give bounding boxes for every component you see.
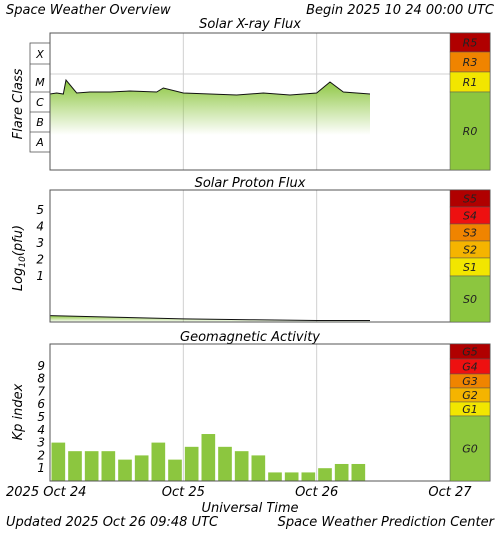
kp-scale-g0-box xyxy=(449,415,491,482)
flare-class-c: C xyxy=(36,96,44,109)
proton-scale-s5-label: S5 xyxy=(463,193,477,206)
kp-bar-8 xyxy=(184,446,199,481)
kp-ytick-2: 2 xyxy=(37,448,45,462)
xray-scale-r0-box xyxy=(449,91,491,171)
updated-timestamp: Updated 2025 Oct 26 09:48 UTC xyxy=(6,516,218,529)
kp-ytick-1: 1 xyxy=(37,461,45,475)
proton-flux-line xyxy=(49,315,370,322)
kp-bar-12 xyxy=(251,455,266,481)
proton-frame xyxy=(49,189,491,323)
begin-value: 2025 10 24 00:00 UTC xyxy=(347,3,494,18)
xray-title: Solar X-ray Flux xyxy=(199,17,301,32)
begin-timestamp: Begin 2025 10 24 00:00 UTC xyxy=(306,4,494,17)
xray-ylabel: Flare Class xyxy=(11,68,26,139)
page-title: Space Weather Overview xyxy=(6,3,171,18)
kp-bar-3 xyxy=(101,451,116,481)
xray-scale-r0-label: R0 xyxy=(463,125,478,138)
kp-title: Geomagnetic Activity xyxy=(180,330,320,345)
kp-scale-g1-label: G1 xyxy=(462,403,478,416)
proton-scale-s1-label: S1 xyxy=(463,261,477,274)
kp-ytick-5: 5 xyxy=(37,410,45,424)
proton-scale-s3-label: S3 xyxy=(463,227,477,240)
proton-ylabel-base: Log xyxy=(11,268,26,291)
kp-bar-10 xyxy=(218,446,232,481)
kp-ylabel: Kp index xyxy=(11,383,26,440)
proton-title: Solar Proton Flux xyxy=(195,176,306,191)
proton-scale-s0-label: S0 xyxy=(463,293,477,306)
kp-ytick-6: 6 xyxy=(37,397,45,411)
proton-ylabel-sub: 10 xyxy=(18,256,28,268)
swpc-credit: Space Weather Prediction Center xyxy=(277,515,494,530)
kp-ytick-9: 9 xyxy=(37,359,45,373)
proton-ytick-2: 2 xyxy=(36,253,44,267)
kp-bar-4 xyxy=(118,459,132,481)
x-tick-label-0: 2025 Oct 24 xyxy=(6,485,86,500)
proton-ytick-4: 4 xyxy=(36,220,44,234)
x-tick-label-1: Oct 25 xyxy=(162,485,205,500)
kp-bar-9 xyxy=(201,434,216,481)
kp-bar-2 xyxy=(84,451,99,481)
updated-label: Updated xyxy=(6,515,62,530)
kp-bar-16 xyxy=(318,468,332,481)
kp-bar-17 xyxy=(334,463,349,481)
kp-ytick-3: 3 xyxy=(37,436,45,450)
kp-bar-11 xyxy=(234,451,249,481)
kp-bar-18 xyxy=(351,463,366,481)
x-tick-label-2: Oct 26 xyxy=(295,485,338,500)
kp-scale-g5-label: G5 xyxy=(462,346,478,359)
kp-ytick-7: 7 xyxy=(37,384,45,398)
kp-bar-13 xyxy=(268,472,282,481)
kp-frame xyxy=(49,343,491,482)
kp-ytick-4: 4 xyxy=(37,423,45,437)
xray-scale-r5-label: R5 xyxy=(463,37,478,50)
kp-scale-g2-label: G2 xyxy=(462,389,478,402)
kp-scale-g4-label: G4 xyxy=(462,361,478,374)
kp-bar-6 xyxy=(151,442,166,481)
x-tick-label-3: Oct 27 xyxy=(428,485,472,500)
proton-ylabel: Log10(pfu) xyxy=(11,225,28,291)
begin-label: Begin xyxy=(306,3,344,18)
xray-flux-area xyxy=(50,80,370,135)
xray-scale-r1-label: R1 xyxy=(463,76,478,89)
kp-ytick-8: 8 xyxy=(37,372,45,386)
proton-scale-s4-label: S4 xyxy=(463,210,477,223)
kp-bar-5 xyxy=(134,455,149,481)
xray-flux-line xyxy=(49,78,371,96)
updated-value: 2025 Oct 26 09:48 UTC xyxy=(65,515,219,530)
flare-class-m: M xyxy=(35,76,45,89)
xray-scale-r3-label: R3 xyxy=(463,56,478,69)
flare-class-a: A xyxy=(35,136,44,149)
kp-bar-14 xyxy=(284,472,299,481)
proton-ylabel-unit: (pfu) xyxy=(11,225,26,256)
proton-scale-s2-label: S2 xyxy=(463,244,477,257)
kp-bar-1 xyxy=(68,451,82,481)
x-axis-label: Universal Time xyxy=(201,501,298,516)
proton-scale-s0-box xyxy=(449,275,491,323)
proton-ytick-1: 1 xyxy=(36,269,44,283)
kp-scale-g3-label: G3 xyxy=(462,375,478,388)
flare-class-x: X xyxy=(35,48,44,61)
flare-class-b: B xyxy=(36,116,44,129)
kp-bar-0 xyxy=(51,442,66,481)
kp-scale-g0-label: G0 xyxy=(462,443,478,456)
proton-ytick-3: 3 xyxy=(36,236,44,250)
kp-bar-7 xyxy=(168,459,182,481)
proton-ytick-5: 5 xyxy=(36,203,44,217)
kp-bar-15 xyxy=(301,472,316,481)
